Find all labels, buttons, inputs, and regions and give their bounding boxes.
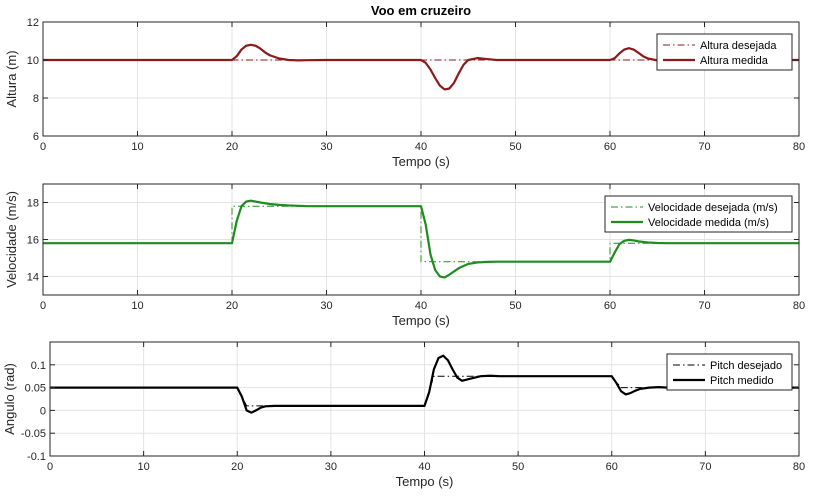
- legend: Velocidade desejada (m/s) Velocidade medi…: [604, 195, 793, 233]
- x-tick-label: 10: [131, 141, 143, 153]
- x-tick-label: 80: [793, 300, 805, 312]
- x-tick-label: 40: [418, 461, 430, 473]
- y-tick-label: 14: [27, 272, 39, 284]
- series-line-2: [43, 43, 799, 91]
- x-tick-label: 60: [604, 300, 616, 312]
- y-tick-label: 18: [27, 198, 39, 210]
- y-axis-label: Velocidade (m/s): [4, 191, 19, 288]
- x-axis-label: Tempo (s): [396, 474, 454, 489]
- series-group: [50, 354, 799, 414]
- y-tick-label: 0: [40, 405, 46, 417]
- x-tick-label: 70: [698, 141, 710, 153]
- x-tick-label: 50: [509, 300, 521, 312]
- x-tick-label: 20: [231, 461, 243, 473]
- legend-label-1: Pitch desejado: [710, 360, 782, 372]
- y-axis-label: Angulo (rad): [2, 363, 17, 435]
- x-tick-label: 10: [138, 461, 150, 473]
- x-tick-label: 0: [40, 300, 46, 312]
- legend-label-2: Altura medida: [700, 55, 769, 67]
- x-tick-label: 70: [699, 461, 711, 473]
- x-tick-label: 50: [512, 461, 524, 473]
- legend-box: [604, 195, 793, 233]
- x-tick-label: 20: [226, 300, 238, 312]
- y-tick-label: 16: [27, 235, 39, 247]
- legend-label-1: Altura desejada: [700, 40, 777, 52]
- legend-box: [656, 33, 793, 71]
- y-tick-label: 6: [33, 131, 39, 143]
- x-axis-label: Tempo (s): [392, 154, 450, 169]
- y-tick-label: 10: [27, 55, 39, 67]
- legend-label-2: Pitch medido: [710, 375, 774, 387]
- y-tick-label: 0.1: [31, 360, 46, 372]
- x-tick-label: 80: [793, 461, 805, 473]
- y-tick-label: 8: [33, 93, 39, 105]
- y-tick-label: 0.05: [25, 383, 46, 395]
- series-group: [43, 199, 799, 279]
- x-tick-label: 60: [604, 141, 616, 153]
- legend-label-1: Velocidade desejada (m/s): [648, 202, 778, 214]
- x-tick-label: 50: [509, 141, 521, 153]
- x-tick-label: 30: [320, 141, 332, 153]
- legend-label-2: Velocidade medida (m/s): [648, 217, 769, 229]
- chart-panel-1: 0 10 20 30 40 50 60 70 80 6 8 10 12 Tempo (s) Altura (…: [4, 17, 805, 169]
- chart-panel-2: 0 10 20 30 40 50 60 70 80 14 16 18 Tempo (s) Velocida…: [4, 183, 805, 328]
- y-axis-label: Altura (m): [4, 50, 19, 107]
- series-line-2: [43, 199, 799, 279]
- chart-panel-3: 0 10 20 30 40 50 60 70 80 -0.1 -0.05 0 0.05 0.1 Tempo …: [2, 341, 805, 489]
- x-tick-label: 60: [606, 461, 618, 473]
- legend: Altura desejada Altura medida: [656, 33, 793, 71]
- legend: Pitch desejado Pitch medido: [666, 353, 793, 391]
- x-tick-label: 10: [131, 300, 143, 312]
- x-tick-label: 30: [320, 300, 332, 312]
- series-line-2: [50, 354, 799, 414]
- y-tick-label: 12: [27, 17, 39, 29]
- y-tick-label: -0.1: [27, 451, 46, 463]
- x-tick-label: 0: [40, 141, 46, 153]
- x-tick-label: 70: [698, 300, 710, 312]
- x-tick-label: 0: [47, 461, 53, 473]
- x-tick-label: 40: [415, 141, 427, 153]
- series-line-1: [50, 375, 799, 407]
- figure-title: Voo em cruzeiro: [371, 3, 471, 18]
- x-axis-label: Tempo (s): [392, 313, 450, 328]
- x-tick-label: 80: [793, 141, 805, 153]
- x-tick-label: 40: [415, 300, 427, 312]
- legend-box: [666, 353, 793, 391]
- y-tick-label: -0.05: [21, 428, 46, 440]
- series-line-1: [43, 205, 799, 263]
- x-tick-label: 20: [226, 141, 238, 153]
- x-tick-label: 30: [325, 461, 337, 473]
